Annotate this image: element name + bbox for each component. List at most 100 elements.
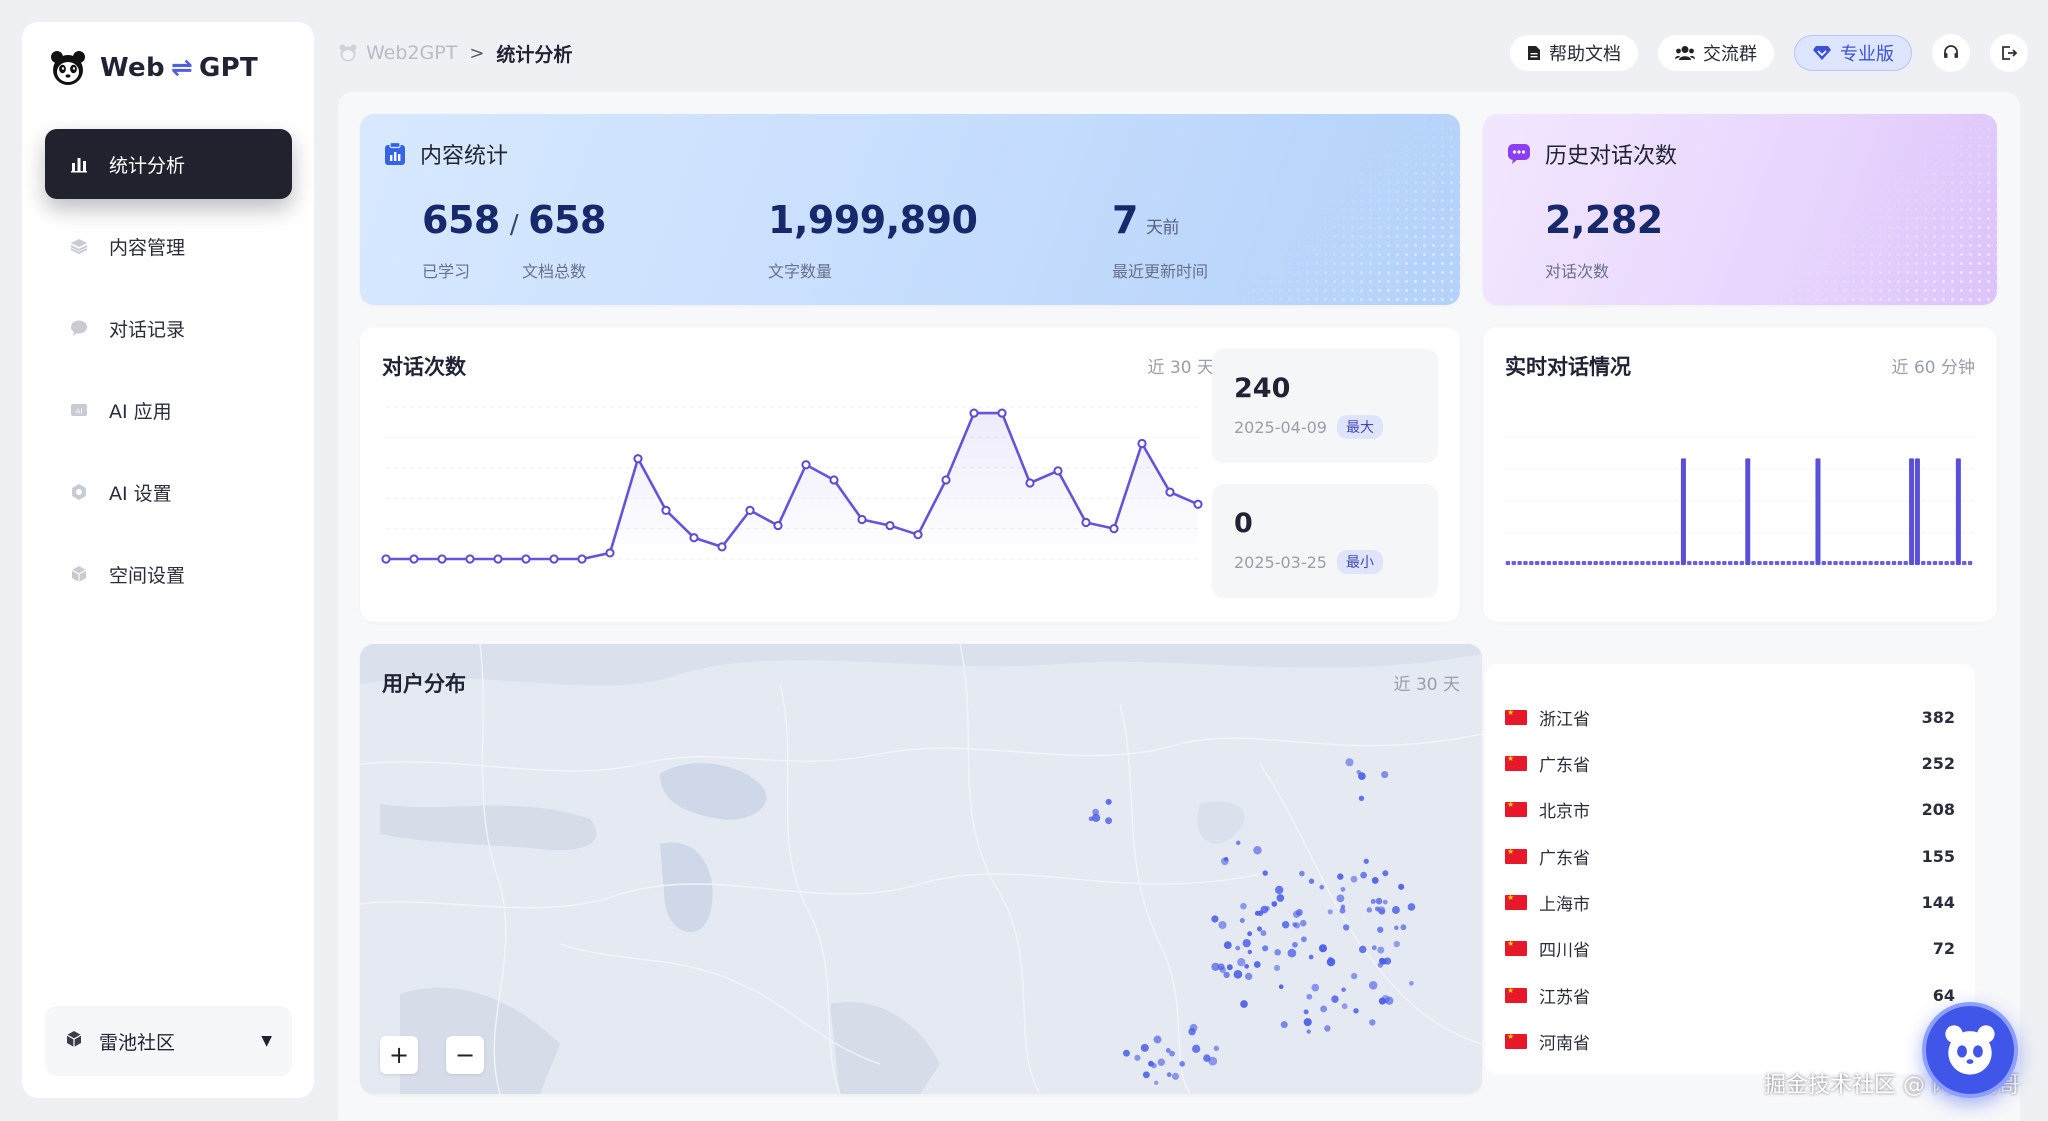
user-dot [1166,1072,1172,1078]
user-dot [1303,1018,1312,1027]
help-docs-button[interactable]: 帮助文档 [1510,35,1638,71]
region-list-card: 浙江省 382 广东省 252 北京市 208 广东省 155 上海市 144 四川省 72… [1483,644,1997,1094]
bar [1616,561,1622,565]
bar [1570,561,1575,565]
user-dot [1208,1056,1218,1066]
sidebar-item-space-settings[interactable]: 空间设置 [45,539,292,609]
bar [1663,561,1669,565]
china-flag-icon [1505,986,1527,1003]
zoom-out-button[interactable]: − [446,1036,484,1074]
user-dot [1407,903,1416,911]
min-date: 2025-03-25 [1234,552,1327,572]
sidebar-item-ai-settings[interactable]: AI 设置 [45,457,292,527]
bar [1517,561,1522,565]
user-dot [1088,816,1094,822]
community-group-button[interactable]: 交流群 [1658,35,1774,71]
history-count: 2,282 [1545,198,1663,242]
user-dot [1327,909,1333,915]
bar [1587,561,1593,565]
bar [1540,561,1546,565]
user-dot [1303,1009,1309,1015]
breadcrumb-separator: > [469,42,485,64]
user-dot [1274,948,1281,956]
bar [1552,561,1557,565]
breadcrumb-home[interactable]: Web2GPT [338,42,457,64]
china-flag-icon [1505,893,1527,910]
panda-logo-icon [339,44,357,62]
history-count-label: 对话次数 [1545,262,1610,281]
user-dot [1408,980,1414,986]
region-list: 浙江省 382 广东省 252 北京市 208 广东省 155 上海市 144 四川省 72… [1485,664,1975,1074]
user-dot [1324,1025,1331,1032]
bar [1856,561,1862,565]
sidebar-item-ai-apps[interactable]: AI AI 应用 [45,375,292,445]
region-name: 江苏省 [1539,987,1590,1008]
bar [1809,561,1815,565]
user-dot [1342,924,1350,931]
user-dot [1318,944,1328,953]
zoom-in-button[interactable]: + [380,1036,418,1074]
sidebar: Web ⇌ GPT 统计分析 内容管理 对话记录 AI AI 应用 AI 设置 [22,22,314,1098]
bar [1821,561,1827,565]
logout-button[interactable] [1990,34,2028,72]
breadcrumb-current: 统计分析 [496,43,573,66]
user-dot [1244,963,1250,969]
app-logo[interactable]: Web ⇌ GPT [48,46,258,90]
min-stat-box: 0 2025-03-25 最小 [1212,484,1438,598]
bar [1868,561,1873,565]
message-icon [1508,144,1530,164]
chat-count-card: 对话次数 近 30 天 240 2025-04-09 最大 0 2025-03-2… [360,327,1460,622]
pro-version-button[interactable]: 专业版 [1794,35,1912,71]
bar [1862,561,1867,565]
bar [1593,561,1598,565]
user-dot [1381,771,1389,779]
bar [1599,561,1604,565]
user-dot [1370,898,1376,904]
data-point [577,554,587,564]
user-dot [1275,885,1284,895]
sidebar-item-stats[interactable]: 统计分析 [45,129,292,199]
bar [1891,561,1897,565]
user-distribution-map[interactable]: 用户分布 近 30 天 + − [360,644,1482,1094]
user-dot [1299,870,1305,877]
user-dot [1233,970,1243,979]
user-dot [1311,983,1320,992]
panda-logo-icon [51,51,85,85]
max-date: 2025-04-09 [1234,417,1327,437]
user-dot [1328,956,1333,962]
bar [1751,561,1756,565]
assistant-fab-button[interactable] [1922,1002,2018,1098]
data-point [521,554,531,564]
bar [1914,458,1920,565]
data-point [1081,517,1091,528]
bar [1698,561,1704,565]
bar [1646,561,1651,565]
data-point [1193,499,1203,509]
user-dot [1308,954,1314,960]
workspace-selector[interactable]: 雷池社区 ▼ [45,1006,292,1076]
chat-bubble-icon [69,318,89,338]
sidebar-item-content[interactable]: 内容管理 [45,211,292,281]
list-item: 广东省 155 [1505,841,1955,871]
data-point [941,475,951,485]
bar [1926,561,1932,565]
user-dot [1179,1061,1185,1067]
sidebar-item-label: AI 应用 [109,400,172,423]
list-item: 浙江省 382 [1505,702,1955,732]
user-dot [1292,910,1301,918]
user-dot [1218,920,1227,930]
china-flag-icon [1505,847,1527,864]
user-dot [1223,971,1230,979]
word-count-label: 文字数量 [768,262,833,281]
realtime-title: 实时对话情况 [1505,355,1631,379]
user-dot [1153,1035,1162,1044]
sidebar-item-chat-records[interactable]: 对话记录 [45,293,292,363]
list-item: 北京市 208 [1505,794,1955,824]
user-dot [1336,894,1345,903]
user-dot [1340,904,1346,909]
user-dot [1153,1080,1159,1086]
user-dot [1382,899,1388,905]
bar [1628,561,1633,565]
support-headset-button[interactable] [1932,34,1970,72]
data-point [549,554,559,564]
